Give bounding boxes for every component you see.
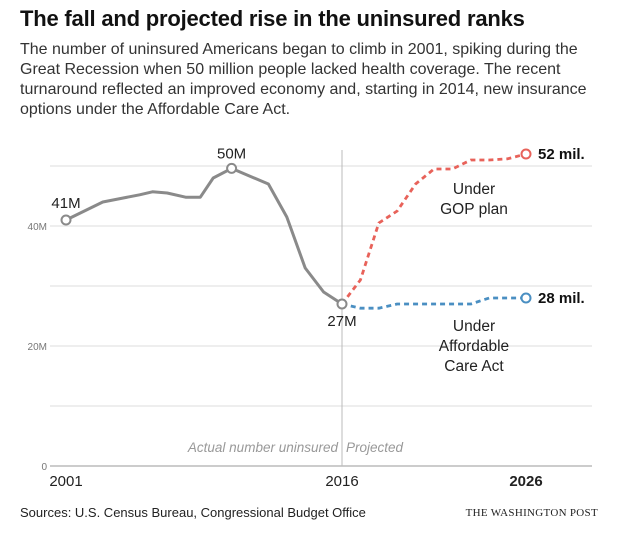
series-name-label: Affordable: [439, 338, 509, 355]
series-markers: [60, 148, 532, 310]
series-name-label: GOP plan: [440, 201, 508, 218]
end-value-label: 52 mil.: [538, 146, 585, 163]
y-tick-label: 40M: [28, 222, 47, 233]
x-tick-label: 2001: [49, 473, 82, 490]
endpoint-marker-gop: [520, 148, 532, 160]
series-lines: [64, 152, 527, 310]
gridlines: [50, 165, 592, 467]
divider-left-label: Actual number uninsured: [187, 440, 339, 455]
chart-title: The fall and projected rise in the unins…: [20, 6, 525, 31]
point-marker: [336, 298, 348, 310]
series-line-aca: [341, 296, 526, 310]
point-marker: [226, 162, 238, 174]
x-axis-ticks: 2001 2016 2026: [49, 473, 542, 490]
y-tick-label: 0: [41, 462, 47, 473]
point-label: 41M: [51, 195, 80, 212]
point-label: 50M: [217, 145, 246, 162]
y-axis-ticks: 0 20M 40M: [28, 222, 48, 473]
series-line-actual: [64, 166, 344, 306]
end-value-label: 28 mil.: [538, 290, 585, 307]
point-marker: [60, 214, 72, 226]
series-name-label: Under: [453, 318, 495, 335]
series-name-label: Under: [453, 181, 495, 198]
divider-right-label: Projected: [346, 440, 404, 455]
series-labels: 41M 50M 27M 52 mil. Under GOP plan 28 mil. Unde…: [51, 145, 584, 375]
series-name-label: Care Act: [444, 358, 504, 375]
publisher-credit: THE WASHINGTON POST: [465, 507, 598, 519]
x-tick-label: 2016: [325, 473, 358, 490]
sources-note: Sources: U.S. Census Bureau, Congression…: [20, 505, 366, 520]
chart-subtitle: The number of uninsured Americans began …: [20, 41, 587, 118]
point-label: 27M: [327, 313, 356, 330]
series-line-gop: [340, 152, 527, 305]
endpoint-marker-aca: [520, 292, 532, 304]
y-tick-label: 20M: [28, 342, 47, 353]
x-tick-label: 2026: [509, 473, 542, 490]
